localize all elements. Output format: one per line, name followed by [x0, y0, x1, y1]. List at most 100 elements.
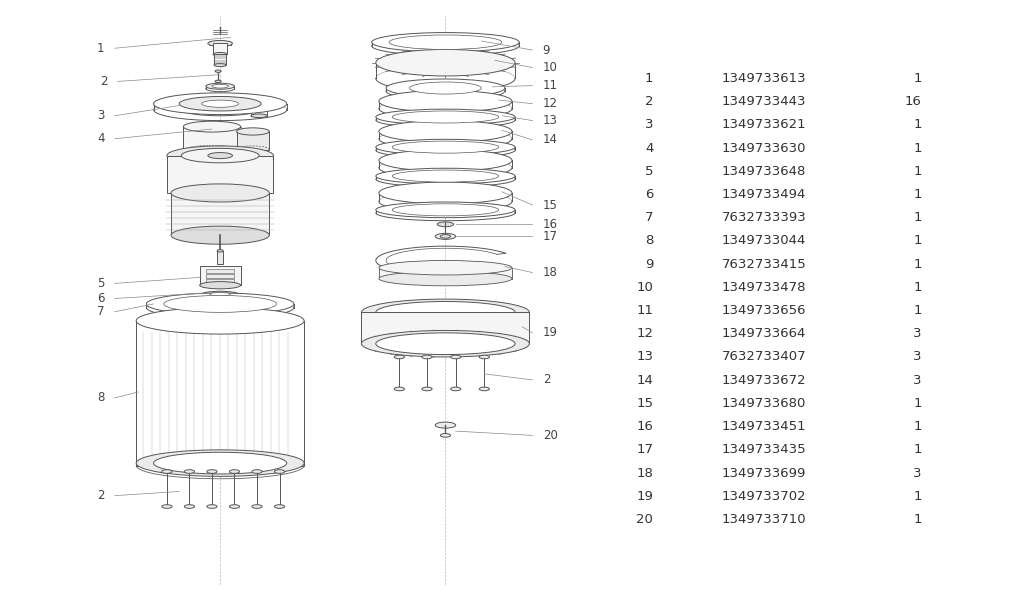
- Ellipse shape: [136, 308, 304, 334]
- Text: 2: 2: [97, 489, 104, 502]
- Ellipse shape: [207, 470, 217, 473]
- Ellipse shape: [437, 129, 454, 134]
- Ellipse shape: [394, 387, 404, 391]
- Text: 12: 12: [636, 327, 653, 340]
- Text: 1349733699: 1349733699: [722, 467, 806, 479]
- Text: 1: 1: [913, 165, 922, 178]
- Text: 5: 5: [97, 277, 104, 290]
- Text: 4: 4: [97, 132, 104, 145]
- Text: 2: 2: [543, 373, 550, 387]
- Ellipse shape: [361, 299, 529, 326]
- Text: 14: 14: [543, 133, 558, 147]
- Ellipse shape: [376, 109, 515, 125]
- Text: 20: 20: [543, 429, 558, 442]
- Ellipse shape: [376, 302, 515, 323]
- Bar: [214, 54, 226, 65]
- Text: 7: 7: [97, 305, 104, 318]
- Ellipse shape: [154, 93, 287, 115]
- Ellipse shape: [210, 101, 230, 106]
- Ellipse shape: [215, 70, 221, 72]
- Text: 17: 17: [543, 230, 558, 243]
- Text: 1: 1: [645, 72, 653, 85]
- Ellipse shape: [425, 97, 466, 106]
- Text: 16: 16: [543, 218, 558, 231]
- Ellipse shape: [274, 505, 285, 508]
- Ellipse shape: [179, 96, 261, 111]
- Text: 7632733393: 7632733393: [722, 211, 807, 224]
- Ellipse shape: [376, 168, 515, 184]
- Ellipse shape: [237, 128, 269, 135]
- Text: 3: 3: [913, 327, 922, 340]
- Text: 1349733478: 1349733478: [722, 281, 807, 294]
- Text: 1: 1: [913, 397, 922, 410]
- Text: 1349733672: 1349733672: [722, 374, 807, 387]
- Ellipse shape: [229, 470, 240, 473]
- Ellipse shape: [372, 33, 519, 52]
- Text: 1349733435: 1349733435: [722, 443, 807, 456]
- Bar: [206, 274, 234, 278]
- Bar: [206, 279, 234, 282]
- Ellipse shape: [392, 204, 499, 216]
- Ellipse shape: [394, 355, 404, 359]
- Ellipse shape: [392, 111, 499, 123]
- Text: 20: 20: [637, 513, 653, 526]
- Text: 8: 8: [97, 391, 104, 405]
- Text: 15: 15: [543, 198, 558, 212]
- Text: 12: 12: [543, 97, 558, 110]
- Ellipse shape: [437, 191, 454, 195]
- Text: 14: 14: [637, 374, 653, 387]
- Text: 11: 11: [543, 79, 558, 92]
- Text: 1: 1: [97, 42, 104, 55]
- Ellipse shape: [376, 202, 515, 218]
- Ellipse shape: [251, 99, 267, 103]
- Ellipse shape: [171, 226, 269, 244]
- Text: 7632733407: 7632733407: [722, 350, 807, 364]
- Text: 1: 1: [913, 211, 922, 224]
- Ellipse shape: [210, 292, 230, 296]
- Text: 19: 19: [637, 490, 653, 503]
- Text: 4: 4: [645, 142, 653, 154]
- Ellipse shape: [422, 355, 432, 359]
- Text: 7632733415: 7632733415: [722, 257, 807, 271]
- Text: 1349733451: 1349733451: [722, 420, 807, 433]
- Ellipse shape: [164, 295, 276, 312]
- Bar: [251, 101, 267, 116]
- Ellipse shape: [136, 450, 304, 476]
- Ellipse shape: [435, 422, 456, 428]
- Ellipse shape: [212, 84, 228, 88]
- Text: 1: 1: [913, 513, 922, 526]
- Ellipse shape: [215, 80, 221, 83]
- Text: 1: 1: [913, 443, 922, 456]
- Ellipse shape: [208, 40, 232, 46]
- Text: 3: 3: [913, 350, 922, 364]
- Text: 6: 6: [645, 188, 653, 201]
- Ellipse shape: [154, 452, 287, 474]
- Bar: [213, 43, 227, 54]
- Ellipse shape: [207, 505, 217, 508]
- Ellipse shape: [183, 121, 241, 132]
- Text: 1: 1: [913, 142, 922, 154]
- Ellipse shape: [425, 156, 466, 165]
- Ellipse shape: [437, 99, 454, 104]
- Ellipse shape: [229, 505, 240, 508]
- Text: 19: 19: [543, 326, 558, 339]
- Ellipse shape: [184, 505, 195, 508]
- Bar: [361, 312, 529, 344]
- Bar: [206, 269, 234, 273]
- Text: 10: 10: [543, 61, 558, 74]
- Text: 1: 1: [913, 490, 922, 503]
- Ellipse shape: [425, 127, 466, 136]
- Text: 9: 9: [645, 257, 653, 271]
- Ellipse shape: [251, 114, 267, 118]
- Ellipse shape: [425, 189, 466, 197]
- Ellipse shape: [202, 100, 239, 107]
- Text: 18: 18: [637, 467, 653, 479]
- Text: 1349733702: 1349733702: [722, 490, 807, 503]
- Text: 1: 1: [913, 304, 922, 317]
- Text: 3: 3: [913, 467, 922, 479]
- Ellipse shape: [376, 333, 515, 355]
- Bar: [200, 266, 241, 285]
- Ellipse shape: [437, 222, 454, 227]
- Text: 10: 10: [637, 281, 653, 294]
- Bar: [167, 156, 273, 193]
